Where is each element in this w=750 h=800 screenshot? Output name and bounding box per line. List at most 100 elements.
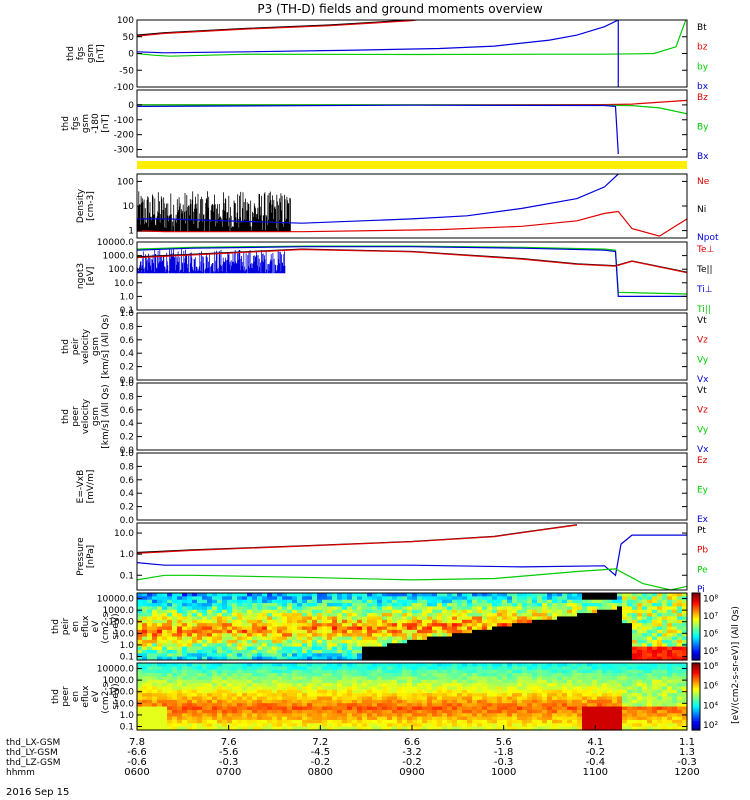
spectrogram-cell	[482, 699, 488, 704]
spectrogram-cell	[332, 686, 338, 691]
spectrogram-cell	[387, 663, 393, 667]
spectrogram-cell	[377, 593, 383, 597]
spectrogram-cell	[652, 706, 658, 711]
spectrogram-cell	[367, 616, 373, 621]
spectrogram-cell	[257, 603, 263, 607]
spectrogram-cell	[362, 703, 368, 708]
spectrogram-cell	[242, 603, 248, 607]
spectrogram-cell	[452, 676, 458, 681]
spectrogram-cell	[527, 716, 533, 721]
spectrogram-cell	[672, 706, 678, 711]
spectrogram-cell	[467, 636, 473, 641]
spectrogram-cell	[587, 636, 593, 641]
spectrogram-cell	[477, 639, 483, 644]
spectrogram-cell	[637, 616, 643, 621]
spectrogram-cell	[457, 683, 463, 688]
spectrogram-cell	[302, 639, 308, 644]
spectrogram-cell	[407, 609, 413, 614]
spectrogram-cell	[437, 679, 443, 684]
spectrogram-cell	[422, 613, 428, 618]
spectrogram-cell	[562, 619, 568, 624]
spectrogram-cell	[532, 719, 538, 724]
spectrogram-cell	[677, 633, 683, 638]
spectrogram-cell	[422, 723, 428, 728]
spectrogram-cell	[552, 709, 558, 714]
spectrogram-cell	[322, 593, 328, 597]
spectrogram-cell	[487, 629, 493, 634]
spectrogram-cell	[137, 639, 143, 644]
spectrogram-cell	[172, 606, 178, 611]
spectrogram-cell	[542, 663, 548, 667]
spectrogram-cell	[252, 626, 258, 631]
y-tick-label: -100	[114, 83, 135, 93]
spectrogram-cell	[137, 593, 143, 597]
spectrogram-cell	[657, 626, 663, 631]
spectrogram-cell	[542, 626, 548, 631]
spectrogram-cell	[367, 703, 373, 708]
spectrogram-cell	[552, 623, 558, 628]
spectrogram-cell	[677, 673, 683, 677]
spectrogram-cell	[487, 616, 493, 621]
spectrogram-cell	[267, 713, 273, 718]
spectrogram-cell	[407, 623, 413, 628]
spectrogram-cell	[447, 666, 453, 671]
line-panel	[136, 382, 688, 451]
spectrogram-cell	[557, 649, 563, 654]
spectrogram-cell	[587, 629, 593, 634]
spectrogram-cell	[537, 649, 543, 654]
spectrogram-cell	[362, 636, 368, 641]
spectrogram-cell	[167, 696, 173, 701]
spectrogram-cell	[307, 716, 313, 721]
spectrogram-cell	[272, 713, 278, 718]
spectrogram-cell	[652, 593, 658, 597]
ephemeris-value: -6.6	[127, 747, 147, 758]
spectrogram-cell	[347, 593, 353, 597]
spectrogram-cell	[522, 683, 528, 688]
spectrogram-cell	[267, 613, 273, 618]
spectrogram-cell	[287, 616, 293, 621]
spectrogram-cell	[252, 639, 258, 644]
spectrogram-cell	[592, 626, 598, 631]
spectrogram-cell	[547, 649, 553, 654]
spectrogram-cell	[487, 599, 493, 604]
spectrogram-cell	[187, 653, 193, 658]
line-panel	[136, 312, 688, 381]
spectrogram-cell	[512, 706, 518, 711]
spectrogram-cell	[622, 643, 628, 648]
spectrogram-cell	[427, 656, 433, 661]
spectrogram-cell	[397, 616, 403, 621]
spectrogram-cell	[267, 609, 273, 614]
spectrogram-cell	[552, 716, 558, 721]
spectrogram-cell	[617, 653, 623, 658]
spectrogram-cell	[177, 609, 183, 614]
spectrogram-cell	[412, 633, 418, 638]
spectrogram-cell	[357, 636, 363, 641]
spectrogram-cell	[652, 626, 658, 631]
spectrogram-cell	[222, 719, 228, 724]
spectrogram-cell	[542, 716, 548, 721]
spectrogram-cell	[522, 633, 528, 638]
spectrogram-cell	[552, 616, 558, 621]
spectrogram-cell	[137, 649, 143, 654]
spectrogram-cell	[357, 679, 363, 684]
spectrogram-cell	[562, 623, 568, 628]
spectrogram-cell	[517, 616, 523, 621]
spectrogram-cell	[437, 689, 443, 694]
spectrogram-cell	[332, 679, 338, 684]
spectrogram-cell	[207, 713, 213, 718]
spectrogram-cell	[422, 596, 428, 601]
spectrogram-cell	[482, 696, 488, 701]
spectrogram-cell	[537, 653, 543, 658]
spectrogram-cell	[612, 676, 618, 681]
spectrogram-cell	[647, 676, 653, 681]
spectrogram-cell	[147, 646, 153, 651]
spectrogram-cell	[337, 623, 343, 628]
spectrogram-cell	[517, 663, 523, 667]
spectrogram-cell	[327, 719, 333, 724]
spectrogram-cell	[287, 676, 293, 681]
spectrogram-cell	[452, 636, 458, 641]
colorbar-swatch	[692, 698, 700, 702]
spectrogram-cell	[467, 683, 473, 688]
spectrogram-cell	[342, 616, 348, 621]
spectrogram-cell	[617, 709, 623, 714]
